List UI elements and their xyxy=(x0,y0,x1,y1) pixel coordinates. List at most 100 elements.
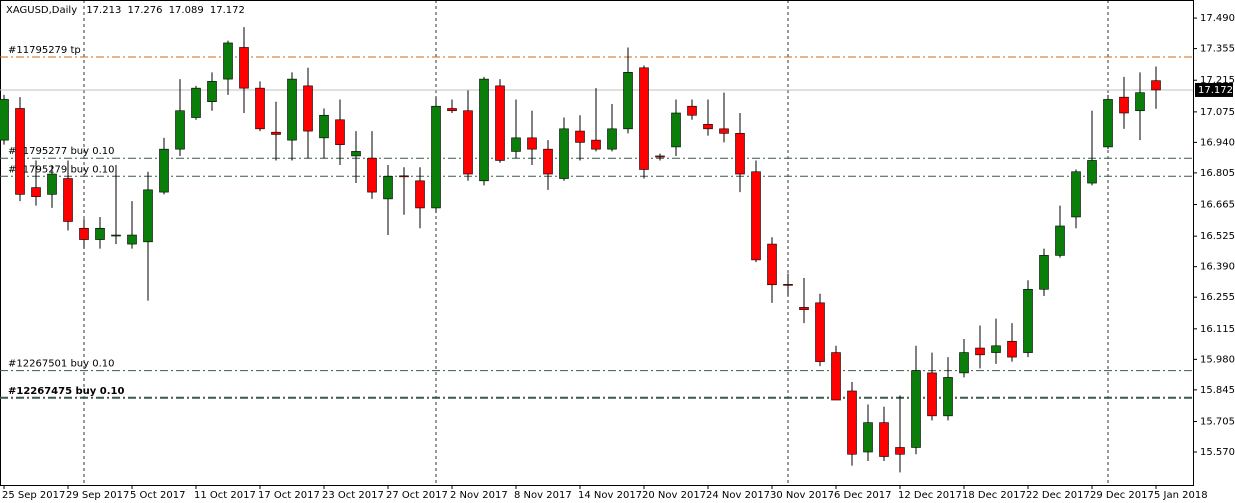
candle-body xyxy=(1071,171,1081,218)
y-tick-label: 17.215 xyxy=(1200,75,1235,86)
header-close: 17.172 xyxy=(210,5,245,16)
candle-body xyxy=(703,124,713,130)
y-tick-label: 17.355 xyxy=(1200,44,1235,55)
candle-body xyxy=(655,155,665,158)
candle-body xyxy=(303,85,313,132)
y-tick-label: 15.980 xyxy=(1200,354,1235,365)
candle-body xyxy=(239,47,249,89)
candle-body xyxy=(527,137,537,150)
y-tick-label: 16.525 xyxy=(1200,231,1235,242)
candle-body xyxy=(639,67,649,170)
candle-body xyxy=(1055,225,1065,256)
x-tick-label: 30 Nov 2017 xyxy=(770,490,834,501)
x-tick-label: 5 Jan 2018 xyxy=(1154,490,1208,501)
y-tick-label: 16.665 xyxy=(1200,200,1235,211)
y-tick-label: 16.390 xyxy=(1200,262,1235,273)
x-tick-label: 2 Nov 2017 xyxy=(450,490,508,501)
candle-body xyxy=(335,119,345,145)
candle-body xyxy=(847,390,857,455)
candle-body xyxy=(367,157,377,193)
x-tick-label: 14 Nov 2017 xyxy=(578,490,642,501)
candle-body xyxy=(191,87,201,118)
candle-body xyxy=(63,178,73,222)
candle-body xyxy=(1103,99,1113,148)
candle-body xyxy=(495,85,505,161)
order-level-label: #11795277 buy 0.10 xyxy=(8,146,115,157)
chart-header: XAGUSD,Daily 17.213 17.276 17.089 17.172 xyxy=(6,5,245,16)
candle-body xyxy=(815,302,825,362)
header-open: 17.213 xyxy=(86,5,121,16)
price-label-box xyxy=(1195,82,1233,97)
candle-body xyxy=(399,175,409,178)
x-tick-label: 17 Oct 2017 xyxy=(258,490,320,501)
candle-body xyxy=(975,347,985,356)
candle-body xyxy=(1023,288,1033,353)
x-tick-label: 23 Oct 2017 xyxy=(322,490,384,501)
y-tick-label: 16.805 xyxy=(1200,168,1235,179)
candle-body xyxy=(591,139,601,150)
candle-body xyxy=(0,99,9,141)
candle-body xyxy=(463,110,473,175)
y-tick-label: 16.940 xyxy=(1200,137,1235,148)
plot-frame xyxy=(0,0,1194,486)
candle-body xyxy=(735,133,745,175)
x-tick-label: 24 Nov 2017 xyxy=(706,490,770,501)
y-tick-label: 17.075 xyxy=(1200,107,1235,118)
x-tick-label: 29 Sep 2017 xyxy=(66,490,129,501)
header-low: 17.089 xyxy=(169,5,204,16)
order-level-label: #11795279 tp xyxy=(8,45,81,56)
candle-body xyxy=(895,447,905,455)
candle-body xyxy=(271,131,281,135)
candle-body xyxy=(879,422,889,457)
price-label: 17.172 xyxy=(1198,85,1233,96)
candle-body xyxy=(479,78,489,182)
candle-body xyxy=(831,352,841,401)
candle-body xyxy=(47,173,57,195)
candle-body xyxy=(79,227,89,240)
x-tick-label: 8 Nov 2017 xyxy=(514,490,572,501)
candle-body xyxy=(319,114,329,139)
candle-body xyxy=(863,422,873,453)
candle-body xyxy=(431,105,441,209)
candle-body xyxy=(223,42,233,80)
candle-body xyxy=(207,81,217,103)
candle-body xyxy=(511,137,521,152)
y-tick-label: 16.255 xyxy=(1200,292,1235,303)
candle-body xyxy=(543,148,553,175)
candle-body xyxy=(1087,160,1097,184)
candle-body xyxy=(159,148,169,193)
chart-title: XAGUSD,Daily xyxy=(6,5,77,16)
candle-body xyxy=(383,175,393,200)
candle-body xyxy=(95,227,105,240)
candle-body xyxy=(719,128,729,134)
x-tick-label: 27 Oct 2017 xyxy=(386,490,448,501)
y-tick-label: 15.845 xyxy=(1200,385,1235,396)
candle-body xyxy=(1151,80,1161,91)
candle-body xyxy=(687,105,697,116)
x-tick-label: 12 Dec 2017 xyxy=(898,490,962,501)
candle-body xyxy=(1007,340,1017,358)
candle-body xyxy=(575,130,585,143)
candle-body xyxy=(959,352,969,374)
y-tick-label: 15.570 xyxy=(1200,447,1235,458)
candle-body xyxy=(15,108,25,195)
candle-body xyxy=(1039,255,1049,290)
x-tick-label: 18 Dec 2017 xyxy=(962,490,1026,501)
candle-body xyxy=(943,377,953,417)
x-tick-label: 25 Sep 2017 xyxy=(2,490,65,501)
candle-body xyxy=(143,189,153,243)
candle-body xyxy=(927,372,937,417)
order-level-label: #12267501 buy 0.10 xyxy=(8,359,115,370)
candle-body xyxy=(767,243,777,286)
candle-body xyxy=(255,87,265,130)
header-high: 17.276 xyxy=(128,5,163,16)
candle-body xyxy=(351,151,361,157)
order-level-label: #11795279 buy 0.10 xyxy=(8,164,115,175)
candle-body xyxy=(1119,96,1129,114)
candle-body xyxy=(111,234,121,237)
candle-body xyxy=(287,78,297,141)
candle-body xyxy=(559,128,569,179)
x-tick-label: 29 Dec 2017 xyxy=(1090,490,1154,501)
candle-body xyxy=(751,171,761,261)
